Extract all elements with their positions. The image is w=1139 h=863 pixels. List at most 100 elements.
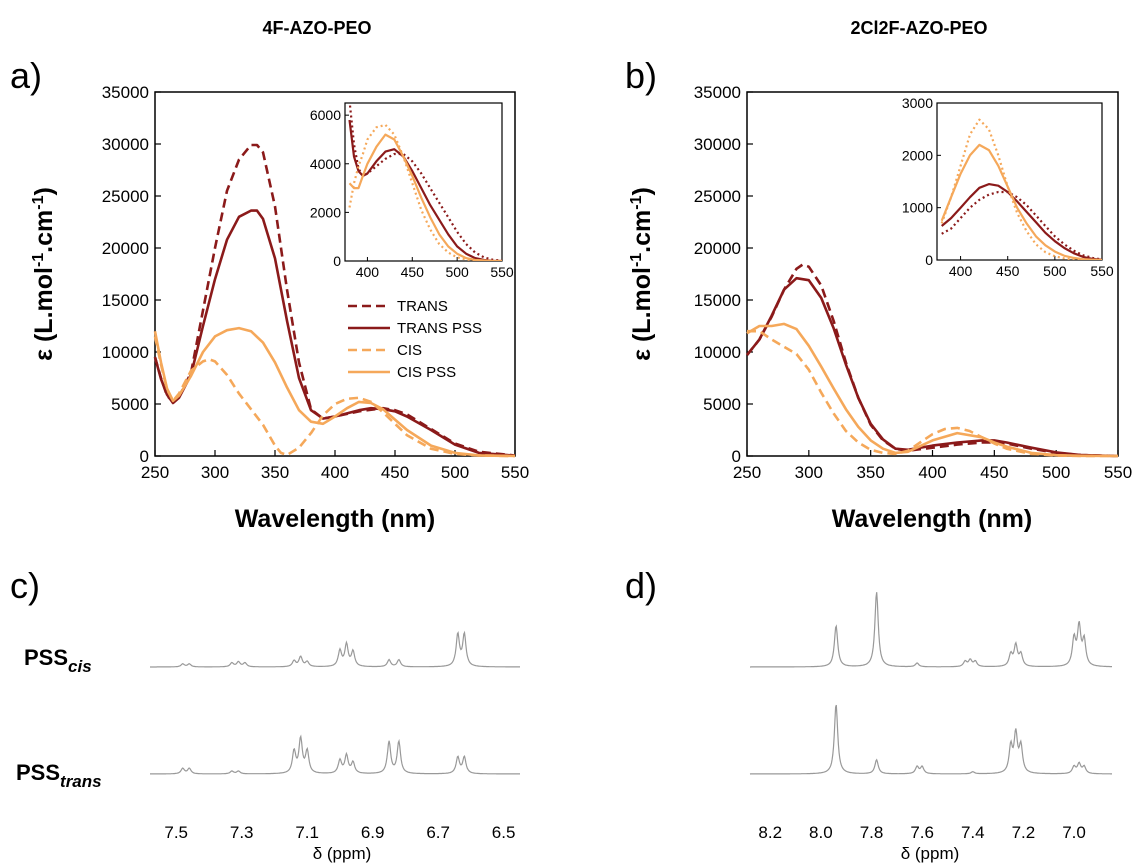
chart-a-inset-frame — [344, 102, 503, 262]
chart-b-series-cis — [747, 329, 1118, 458]
chart-d-axis: 8.2 8.0 7.8 7.6 7.4 7.2 7.0 — [758, 823, 1085, 842]
chart-b-ytick-label: 15000 — [694, 291, 741, 310]
chart-d-spectrum-cis — [750, 592, 1112, 668]
chart-a-inset-series-cis — [348, 123, 502, 261]
chart-b-inset-xtick-label: 550 — [1090, 263, 1114, 279]
chart-a-inset-ytick-label: 6000 — [310, 107, 341, 123]
chart-d-xtick-label: 7.6 — [910, 823, 934, 842]
chart-c-xtick-label: 6.9 — [361, 823, 385, 842]
chart-a-inset-ytick-label: 4000 — [310, 156, 341, 172]
chart-a-series — [153, 143, 516, 458]
chart-a-xtick-label: 500 — [441, 463, 469, 482]
chart-d-xtick-label: 7.2 — [1012, 823, 1036, 842]
chart-b-xtick-label: 450 — [980, 463, 1008, 482]
panel-b-letter: b) — [625, 55, 657, 96]
chart-b-xlabel: Wavelength (nm) — [832, 505, 1032, 533]
chart-a-inset-series — [348, 103, 502, 261]
chart-b-ytick-label: 5000 — [703, 395, 741, 414]
chart-c-xtick-label: 6.5 — [492, 823, 516, 842]
chart-d-xtick-label: 7.8 — [860, 823, 884, 842]
chart-c-spectrum-cis — [150, 630, 520, 668]
panel-a-letter: a) — [10, 55, 42, 96]
chart-b-ytick-label: 35000 — [694, 83, 741, 102]
chart-c-axis: 7.5 7.3 7.1 6.9 6.7 6.5 — [164, 823, 515, 842]
chart-b-ytick-label: 25000 — [694, 187, 741, 206]
chart-a-ytick-label: 15000 — [102, 291, 149, 310]
chart-a-inset-axes: 400 450 500 550 0 2000 4000 6000 — [310, 107, 514, 280]
chart-b-inset-ytick-label: 2000 — [902, 147, 933, 163]
chart-a-inset-xtick-label: 450 — [401, 264, 425, 280]
chart-a-xtick-label: 550 — [501, 463, 529, 482]
chart-a-inset-xtick-label: 550 — [490, 264, 514, 280]
panel-b-title: 2Cl2F-AZO-PEO — [850, 18, 987, 38]
chart-d-xtick-label: 8.2 — [758, 823, 782, 842]
chart-b-ytick-label: 30000 — [694, 135, 741, 154]
chart-b: 250 300 350 400 450 500 5500500010000150002000… — [628, 83, 1132, 533]
chart-d: 8.2 8.0 7.8 7.6 7.4 7.2 7.0 δ (ppm) — [749, 592, 1112, 863]
chart-b-inset-xtick-label: 500 — [1043, 263, 1067, 279]
chart-a-inset-xtick-label: 400 — [356, 264, 380, 280]
chart-c: 7.5 7.3 7.1 6.9 6.7 6.5 δ (ppm) — [150, 630, 520, 863]
chart-b-xtick-label: 500 — [1042, 463, 1070, 482]
chart-a-axes: 250 300 350 400 450 500 550 0 5000 10000 15000 2000… — [102, 83, 529, 482]
chart-b-ylabel: ε (L.mol-1.cm-1) — [628, 187, 656, 361]
chart-c-xtick-label: 7.5 — [164, 823, 188, 842]
chart-d-xlabel: δ (ppm) — [901, 844, 960, 863]
chart-b-inset-series-trans-pss — [940, 183, 1102, 260]
chart-a-xtick-label: 250 — [141, 463, 169, 482]
chart-b-inset-xtick-label: 450 — [996, 263, 1020, 279]
chart-a-series-cis-pss — [153, 326, 516, 458]
chart-b-inset-ytick-label: 0 — [925, 252, 933, 268]
chart-a-inset-series-trans — [348, 103, 502, 261]
chart-b-ytick-label: 10000 — [694, 343, 741, 362]
legend-label-cis-pss: CIS PSS — [397, 364, 456, 381]
chart-b-inset-frame — [936, 102, 1103, 261]
chart-a-ytick-label: 5000 — [111, 395, 149, 414]
chart-c-xtick-label: 7.1 — [295, 823, 319, 842]
chart-c-spectrum-trans — [150, 734, 520, 775]
chart-a-ytick-label: 20000 — [102, 239, 149, 258]
chart-b-inset-series-cis-pss — [940, 143, 1102, 260]
chart-a-xtick-label: 300 — [201, 463, 229, 482]
legend-label-trans-pss: TRANS PSS — [397, 320, 482, 337]
panel-d-letter: d) — [625, 565, 657, 606]
chart-b-inset-xtick-label: 400 — [949, 263, 973, 279]
legend-label-cis: CIS — [397, 342, 422, 359]
chart-b-ytick-label: 20000 — [694, 239, 741, 258]
chart-b-axes: 250 300 350 400 450 500 5500500010000150002000… — [694, 83, 1132, 482]
chart-a-ytick-label: 10000 — [102, 343, 149, 362]
chart-d-xtick-label: 7.0 — [1062, 823, 1086, 842]
nmr-label-cis: PSScis — [24, 645, 92, 676]
chart-a-inset-xtick-label: 500 — [445, 264, 469, 280]
chart-a-legend: TRANS TRANS PSS CIS CIS PSS — [348, 298, 482, 381]
chart-a-series-trans — [153, 143, 516, 457]
panel-c-letter: c) — [10, 565, 40, 606]
legend-label-trans: TRANS — [397, 298, 448, 315]
chart-b-inset-ytick-label: 1000 — [902, 200, 933, 216]
chart-b-xtick-label: 300 — [795, 463, 823, 482]
chart-a-xtick-label: 350 — [261, 463, 289, 482]
chart-d-xtick-label: 7.4 — [961, 823, 985, 842]
chart-c-series — [150, 630, 520, 775]
chart-a-ytick-label: 0 — [140, 447, 149, 466]
chart-b-xtick-label: 250 — [733, 463, 761, 482]
chart-c-xtick-label: 6.7 — [426, 823, 450, 842]
chart-a: 250 300 350 400 450 500 550 0 5000 10000 15000 2000… — [30, 83, 529, 533]
chart-a-ylabel: ε (L.mol-1.cm-1) — [30, 187, 58, 361]
chart-b-xtick-label: 350 — [856, 463, 884, 482]
chart-b-series — [745, 263, 1119, 458]
chart-a-xtick-label: 400 — [321, 463, 349, 482]
chart-b-inset-series — [940, 118, 1102, 260]
chart-b-inset-axes: 400 450 500 550 0 1000 2000 3000 — [902, 95, 1114, 279]
chart-d-series — [749, 592, 1112, 775]
chart-a-ytick-label: 30000 — [102, 135, 149, 154]
chart-a-ytick-label: 35000 — [102, 83, 149, 102]
chart-b-xtick-label: 400 — [918, 463, 946, 482]
chart-a-ytick-label: 25000 — [102, 187, 149, 206]
panel-a-title: 4F-AZO-PEO — [262, 18, 371, 38]
chart-b-series-cis-pss — [746, 322, 1119, 458]
chart-a-xtick-label: 450 — [381, 463, 409, 482]
chart-b-ytick-label: 0 — [732, 447, 741, 466]
chart-a-inset-series-cis-pss — [348, 133, 502, 261]
